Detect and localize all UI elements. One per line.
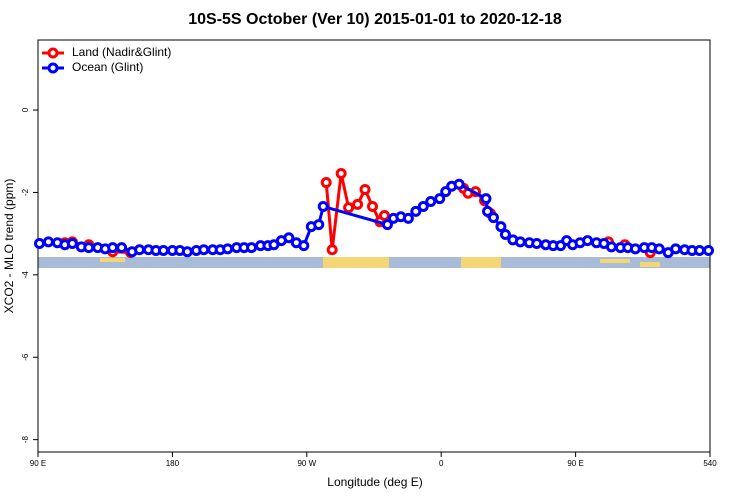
point bbox=[367, 200, 379, 212]
point bbox=[320, 177, 332, 189]
point bbox=[352, 198, 364, 210]
point bbox=[343, 202, 355, 214]
legend-marker bbox=[47, 62, 59, 74]
point bbox=[246, 242, 258, 254]
point bbox=[605, 241, 617, 253]
x-tick-label: 540 bbox=[703, 459, 717, 468]
y-tick-label: -8 bbox=[21, 436, 30, 444]
chart-title: 10S-5S October (Ver 10) 2015-01-01 to 20… bbox=[188, 11, 562, 28]
point bbox=[378, 210, 390, 222]
point bbox=[283, 232, 295, 244]
x-tick-label: 0 bbox=[439, 459, 444, 468]
point bbox=[480, 193, 492, 205]
y-axis-label: XCO2 - MLO trend (ppm) bbox=[2, 179, 16, 314]
point bbox=[66, 238, 78, 250]
point bbox=[359, 184, 371, 196]
x-axis-label: Longitude (deg E) bbox=[327, 475, 422, 489]
y-tick-label: 0 bbox=[21, 107, 30, 112]
point bbox=[531, 238, 543, 250]
point bbox=[107, 242, 119, 254]
y-tick-label: -4 bbox=[21, 271, 30, 279]
point bbox=[198, 244, 210, 256]
point bbox=[481, 205, 493, 217]
legend-label: Ocean (Glint) bbox=[72, 60, 143, 74]
x-tick-label: 90 W bbox=[297, 459, 316, 468]
point bbox=[670, 243, 682, 255]
point bbox=[381, 219, 393, 231]
point bbox=[694, 245, 706, 257]
point bbox=[425, 196, 437, 208]
x-tick-label: 90 E bbox=[567, 459, 583, 468]
point bbox=[317, 200, 329, 212]
legend-marker bbox=[47, 47, 59, 59]
point bbox=[313, 219, 325, 231]
map-strip bbox=[38, 257, 710, 268]
legend-label: Land (Nadir&Glint) bbox=[72, 45, 171, 59]
point bbox=[33, 238, 45, 250]
point bbox=[410, 205, 422, 217]
point bbox=[402, 212, 414, 224]
point bbox=[157, 245, 169, 257]
point bbox=[487, 212, 499, 224]
point bbox=[335, 167, 347, 179]
point bbox=[181, 246, 193, 258]
point bbox=[582, 235, 594, 247]
y-tick-label: -2 bbox=[21, 188, 30, 196]
point bbox=[417, 200, 429, 212]
point bbox=[222, 243, 234, 255]
y-tick-label: -6 bbox=[21, 353, 30, 361]
point bbox=[499, 228, 511, 240]
point bbox=[83, 242, 95, 254]
point bbox=[434, 193, 446, 205]
point bbox=[326, 244, 338, 256]
x-tick-label: 180 bbox=[166, 459, 180, 468]
point bbox=[703, 245, 715, 257]
point bbox=[653, 243, 665, 255]
x-tick-label: 90 E bbox=[30, 459, 46, 468]
point bbox=[134, 244, 146, 256]
point bbox=[453, 178, 465, 190]
point bbox=[298, 240, 310, 252]
point bbox=[514, 236, 526, 248]
point bbox=[116, 242, 128, 254]
point bbox=[42, 236, 54, 248]
point bbox=[495, 221, 507, 233]
point bbox=[629, 243, 641, 255]
